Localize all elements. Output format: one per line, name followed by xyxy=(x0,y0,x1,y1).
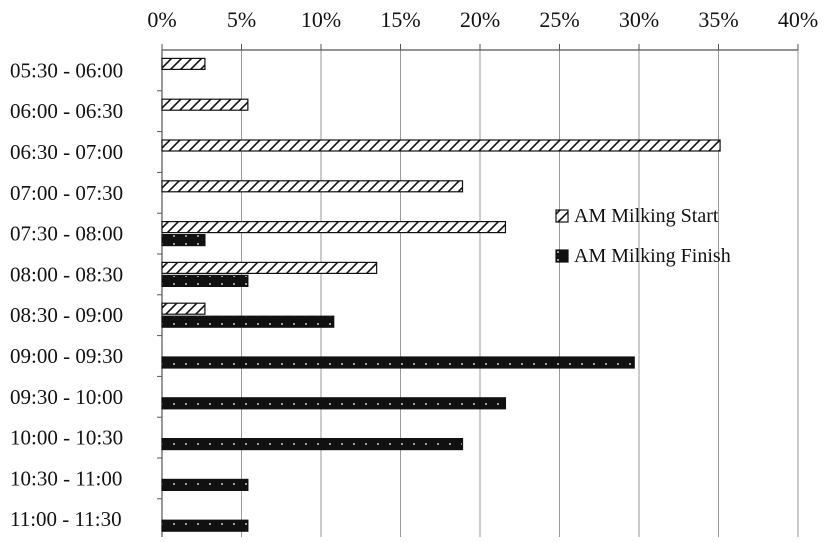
x-tick-label: 0% xyxy=(147,7,176,32)
bar-am-milking-start xyxy=(161,221,507,234)
y-category-label: 08:00 - 08:30 xyxy=(10,262,123,286)
y-category-label: 07:30 - 08:00 xyxy=(10,222,123,246)
bar-am-milking-finish xyxy=(161,478,249,491)
gridlines xyxy=(241,50,799,537)
x-tick-label: 40% xyxy=(778,7,818,32)
bar-am-milking-start xyxy=(161,57,206,71)
bar-am-milking-start xyxy=(161,180,464,193)
bar-am-milking-start xyxy=(161,98,249,111)
bar-am-milking-finish xyxy=(161,438,464,451)
legend: AM Milking Start AM Milking Finish xyxy=(555,205,731,267)
x-tick-label: 25% xyxy=(539,7,579,32)
y-category-label: 10:30 - 11:00 xyxy=(10,466,122,490)
y-category-label: 06:30 - 07:00 xyxy=(10,140,123,164)
x-tick-label: 10% xyxy=(301,7,341,32)
y-category-label: 09:30 - 10:00 xyxy=(10,385,123,409)
y-category-label: 06:00 - 06:30 xyxy=(10,99,123,123)
legend-label: AM Milking Finish xyxy=(574,245,731,267)
bar-am-milking-finish xyxy=(161,234,206,247)
bar-am-milking-finish xyxy=(161,274,249,287)
y-category-label: 09:00 - 09:30 xyxy=(10,344,123,368)
bars xyxy=(161,57,721,532)
labels: 0% 5% 10% 15% 20% 25% 30% 35% 40% 05:30 - 06:00 06… xyxy=(10,7,818,531)
x-tick-label: 5% xyxy=(227,7,256,32)
y-category-label: 10:00 - 10:30 xyxy=(10,426,123,450)
bar-am-milking-finish xyxy=(161,356,635,369)
x-tick-label: 20% xyxy=(460,7,500,32)
bar-am-milking-start xyxy=(161,139,721,152)
axes xyxy=(157,44,799,541)
legend-label: AM Milking Start xyxy=(574,205,719,227)
bar-am-milking-start xyxy=(161,302,206,315)
y-category-label: 08:30 - 09:00 xyxy=(10,303,123,327)
y-category-label: 07:00 - 07:30 xyxy=(10,181,123,205)
y-category-label: 05:30 - 06:00 xyxy=(10,58,123,82)
bar-am-milking-start xyxy=(161,261,378,274)
y-category-label: 11:00 - 11:30 xyxy=(10,507,122,531)
x-tick-label: 35% xyxy=(698,7,738,32)
bar-am-milking-finish xyxy=(161,397,507,410)
bar-am-milking-finish xyxy=(161,519,249,532)
legend-swatch xyxy=(555,249,569,263)
legend-swatch xyxy=(555,209,569,223)
bar-am-milking-finish xyxy=(161,315,335,328)
x-tick-label: 30% xyxy=(619,7,659,32)
x-tick-label: 15% xyxy=(380,7,420,32)
